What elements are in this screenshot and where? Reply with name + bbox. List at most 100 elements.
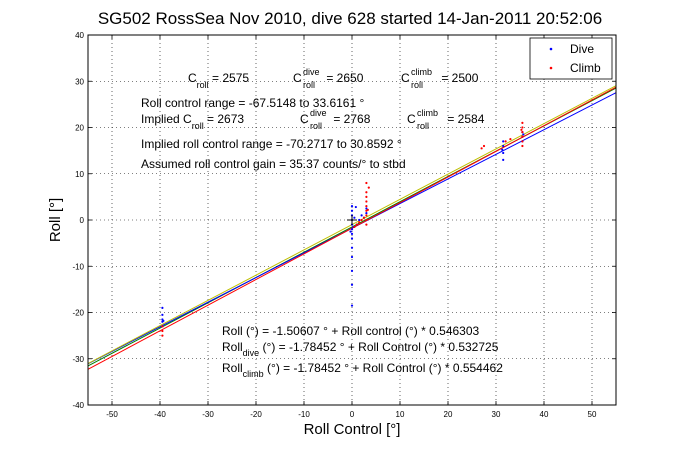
- data-point-climb: [365, 200, 368, 203]
- x-tick-label: 40: [540, 410, 549, 419]
- y-axis-label: Roll [°]: [47, 198, 64, 242]
- data-point-climb: [521, 144, 524, 148]
- data-point-dive: [350, 209, 354, 212]
- data-point-dive: [501, 148, 504, 151]
- data-point-climb: [353, 225, 356, 229]
- data-point-climb: [365, 191, 368, 194]
- data-point-climb: [521, 135, 524, 138]
- data-point-dive: [502, 158, 505, 161]
- annotation-fit-climb: Rollclimb (°) = -1.78452 ° + Roll Contro…: [222, 361, 503, 379]
- x-tick-label: -50: [106, 410, 118, 419]
- data-point-climb: [504, 140, 507, 143]
- legend-climb-marker: [549, 66, 553, 70]
- x-tick-label: 30: [492, 410, 501, 419]
- data-point-climb: [355, 223, 358, 226]
- data-point-climb: [365, 214, 368, 217]
- data-point-climb: [365, 195, 368, 198]
- data-point-climb: [161, 329, 164, 333]
- data-point-dive: [522, 133, 525, 136]
- chart-title: SG502 RossSea Nov 2010, dive 628 started…: [98, 9, 602, 28]
- legend-dive-marker: [549, 47, 553, 51]
- y-tick-label: -10: [72, 262, 84, 271]
- data-point-climb: [521, 126, 524, 129]
- data-point-dive: [350, 283, 354, 286]
- data-point-dive: [365, 207, 368, 210]
- data-point-climb: [358, 221, 361, 224]
- annotation-c-roll: Croll = 2575: [188, 71, 249, 90]
- y-tick-label: -40: [72, 401, 84, 410]
- annotation-implied-c-roll-climb: Cclimb roll = 2584: [407, 108, 485, 131]
- x-tick-label: 20: [444, 410, 453, 419]
- data-point-climb: [521, 121, 524, 124]
- x-tick-label: -40: [154, 410, 166, 419]
- data-point-dive: [161, 306, 164, 309]
- legend-dive-label: Dive: [570, 42, 594, 56]
- data-point-climb: [509, 137, 512, 141]
- data-point-dive: [354, 205, 357, 209]
- data-point-climb: [366, 208, 369, 211]
- data-point-dive: [365, 211, 368, 215]
- data-point-climb: [161, 334, 164, 337]
- annotation-c-roll-dive: Cdive roll = 2650: [293, 67, 364, 90]
- data-point-climb: [161, 325, 164, 328]
- x-tick-label: 0: [350, 410, 355, 419]
- legend-climb-label: Climb: [570, 61, 601, 75]
- data-point-climb: [367, 186, 370, 189]
- y-tick-label: 0: [80, 216, 85, 225]
- data-point-dive: [358, 218, 361, 222]
- y-tick-label: -30: [72, 355, 84, 364]
- data-point-climb: [482, 144, 486, 148]
- data-point-dive: [350, 255, 354, 259]
- annotations: Croll = 2575 Cdive roll = 2650 Cclimb roll…: [141, 67, 503, 379]
- data-point-dive: [350, 246, 354, 249]
- data-point-climb: [365, 218, 368, 222]
- data-point-dive: [161, 313, 164, 316]
- y-tick-label: 40: [75, 31, 84, 40]
- x-tick-layer: -50 -40 -30 -20 -10 0 10 20 30 40 50: [106, 35, 597, 419]
- x-tick-label: 50: [588, 410, 597, 419]
- data-point-dive: [350, 269, 354, 272]
- x-tick-label: -10: [298, 410, 310, 419]
- data-point-climb: [365, 223, 368, 226]
- data-point-climb: [365, 181, 368, 185]
- data-point-climb: [520, 128, 523, 131]
- x-tick-label: -30: [202, 410, 214, 419]
- data-point-dive: [350, 237, 354, 240]
- y-tick-label: -20: [72, 309, 84, 318]
- annotation-fit-all: Roll (°) = -1.50607 ° + Roll control (°)…: [222, 324, 480, 338]
- data-point-climb: [362, 216, 366, 219]
- annotation-gain: Assumed roll control gain = 35.37 counts…: [141, 157, 406, 171]
- x-tick-label: -20: [250, 410, 262, 419]
- data-point-dive: [162, 319, 165, 322]
- x-tick-label: 10: [396, 410, 405, 419]
- data-point-dive: [502, 151, 505, 155]
- data-point-climb: [521, 131, 524, 134]
- data-point-dive: [360, 214, 363, 217]
- x-axis-label: Roll Control [°]: [304, 421, 401, 438]
- annotation-implied-c-roll: Implied Croll = 2673: [141, 112, 244, 131]
- data-point-climb: [521, 140, 524, 143]
- data-point-dive: [502, 140, 505, 143]
- data-point-dive: [349, 230, 352, 233]
- data-point-dive: [502, 144, 505, 148]
- annotation-implied-range: Implied roll control range = -70.2717 to…: [141, 137, 402, 151]
- data-point-climb: [365, 205, 368, 208]
- annotation-c-roll-climb: Cclimb roll = 2500: [401, 67, 479, 90]
- annotation-roll-control-range: Roll control range = -67.5148 to 33.6161…: [141, 96, 364, 110]
- data-point-climb: [480, 147, 483, 150]
- data-point-dive: [353, 216, 356, 219]
- annotation-fit-dive: Rolldive (°) = -1.78452 ° + Roll Control…: [222, 340, 499, 358]
- legend: Dive Climb: [529, 37, 613, 80]
- legend-box: [529, 37, 613, 80]
- annotation-implied-c-roll-dive: Cdive roll = 2768: [300, 108, 371, 131]
- data-point-climb: [360, 218, 363, 222]
- y-tick-layer: -40 -30 -20 -10 0 10 20 30 40: [72, 31, 616, 410]
- y-tick-label: 30: [75, 77, 84, 86]
- data-point-dive: [350, 205, 354, 208]
- data-point-dive: [350, 232, 354, 235]
- y-tick-label: 20: [75, 124, 84, 133]
- data-point-dive: [350, 228, 354, 231]
- data-points-layer: [161, 121, 525, 337]
- y-tick-label: 10: [75, 170, 84, 179]
